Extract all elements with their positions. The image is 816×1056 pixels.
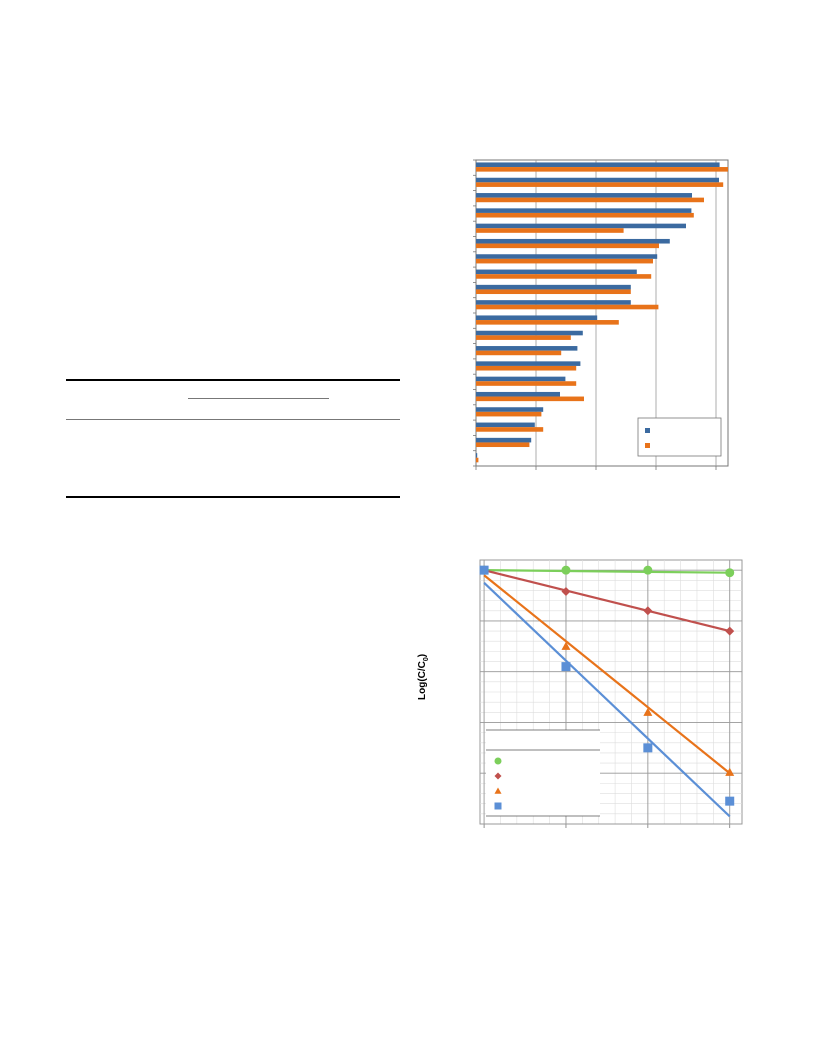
bar-series-1 [476,391,560,397]
series-2-point [643,606,653,616]
bar-series-1 [476,208,692,213]
bar-series-2 [476,320,619,325]
bar-series-1 [476,162,720,168]
line-legend-symbol-1 [494,757,502,765]
horizontal-bar-chart [473,159,729,470]
bar-series-2 [476,442,530,448]
bar-series-2 [476,381,577,386]
series-3-point [561,641,571,650]
series-3-point [725,767,735,776]
bar-series-2 [476,304,659,310]
bar-series-1 [476,177,719,183]
bar-series-1 [476,376,566,382]
bar-series-1 [476,346,578,351]
series-1-point [725,568,735,578]
bar-series-2 [476,350,562,356]
bar-series-1 [476,193,692,198]
series-1-fit-line [484,569,730,574]
bar-series-1 [476,300,631,305]
bar-series-2 [476,258,653,264]
bar-series-1 [476,422,535,428]
bar-series-2 [476,335,571,340]
bar-legend-swatch-2 [645,443,650,448]
bar-series-2 [476,182,724,187]
line-legend-symbol-3 [494,787,502,794]
bar-legend [637,417,722,457]
series-4-point [561,662,571,672]
table-top-rule [66,379,400,381]
table-bottom-rule [66,496,400,498]
bar-series-2 [476,411,542,417]
line-legend-symbol-4 [494,802,502,810]
bar-series-1 [476,407,544,412]
bar-series-1 [476,223,686,229]
series-1-point [643,565,653,575]
bar-series-1 [476,254,658,259]
log-reduction-line-chart [479,559,743,828]
bar-series-1 [476,269,637,275]
bar-series-2 [476,289,631,295]
line-legend-symbol-2 [494,772,502,780]
bar-series-2 [476,396,584,402]
bar-series-2 [476,197,704,203]
bar-series-1 [476,315,598,321]
bar-series-1 [476,453,478,458]
bar-series-2 [476,228,624,233]
line-legend [486,730,600,816]
bar-series-2 [476,427,544,432]
series-3-point [643,707,653,716]
bar-series-1 [476,284,631,290]
series-3-fit-line [483,574,731,775]
bar-series-1 [476,361,581,366]
series-4-fit-line [483,582,731,818]
bar-series-1 [476,330,583,336]
series-1-point [561,565,571,575]
series-2-point [561,586,571,596]
line-chart-y-axis-label: Log(C/C0) [417,653,430,700]
series-4-point [479,565,489,575]
bar-series-2 [476,212,694,218]
bar-series-2 [476,274,652,279]
table-group-rule [188,398,329,399]
bar-series-2 [476,457,479,463]
bar-series-2 [476,167,728,172]
series-2-fit-line [483,569,730,633]
bar-legend-swatch-1 [645,428,650,433]
table-header-rule [66,419,400,420]
bar-series-2 [476,243,659,249]
series-4-point [643,743,653,753]
series-4-point [725,796,735,806]
bar-series-1 [476,238,670,244]
bar-series-1 [476,437,532,443]
series-2-point [725,626,735,636]
bar-series-2 [476,365,577,371]
